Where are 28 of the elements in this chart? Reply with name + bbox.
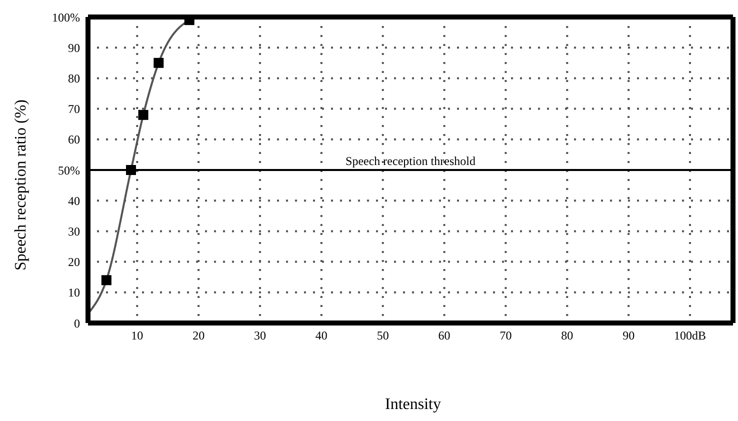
y-tick-label: 70: [68, 102, 80, 116]
y-tick-label: 100%: [52, 10, 80, 24]
x-tick-label: 70: [500, 328, 512, 343]
point: [126, 165, 136, 175]
y-tick-label: 30: [68, 224, 80, 238]
point: [138, 110, 148, 120]
y-tick-label: 0: [74, 316, 80, 330]
y-axis-title: Speech reception ratio (%): [13, 98, 31, 270]
x-tick-label: 40: [315, 328, 328, 343]
x-tick-label: 30: [254, 328, 266, 343]
x-axis-title: Intensity: [384, 396, 442, 414]
x-tick-label: 50: [376, 328, 389, 343]
point: [154, 58, 164, 68]
x-tick-label: 90: [622, 328, 635, 343]
y-tick-label: 60: [68, 132, 80, 147]
x-tick-label: 60: [438, 328, 450, 343]
y-tick-label: 40: [68, 194, 80, 208]
y-tick-label: 80: [68, 71, 80, 86]
y-tick-label: 10: [68, 286, 80, 300]
y-tick-label: 50%: [58, 163, 80, 178]
ref-line-label: Speech reception threshold: [346, 154, 476, 168]
x-tick-label: 20: [192, 328, 205, 343]
y-tick-label: 90: [68, 40, 80, 55]
y-tick-label: 20: [68, 255, 80, 270]
point: [101, 275, 112, 286]
x-tick-label: 80: [561, 328, 574, 343]
x-tick-label: 10: [131, 328, 144, 343]
x-tick-label: 100dB: [674, 328, 706, 343]
